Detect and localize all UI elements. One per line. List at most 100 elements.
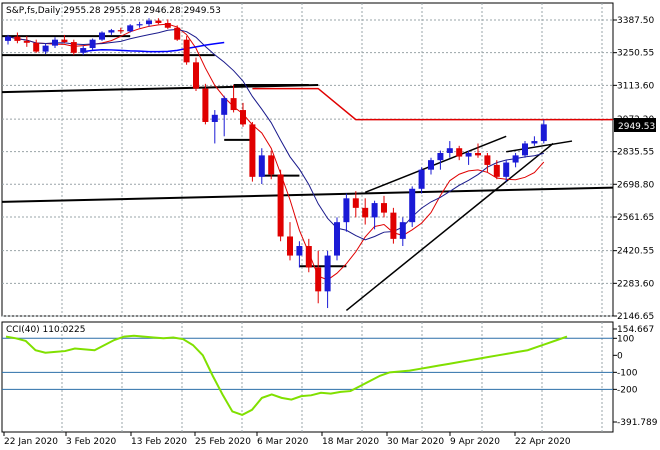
candle-22 — [211, 110, 218, 144]
time-tick-label-7: 9 Apr 2020 — [450, 437, 500, 447]
candle-31 — [296, 241, 303, 268]
candle-body-12 — [117, 30, 124, 32]
candle-body-14 — [136, 24, 143, 26]
candle-39 — [371, 200, 378, 230]
price-axis: 3387.503250.553113.602972.202835.552698.… — [613, 16, 654, 322]
candle-14 — [136, 21, 143, 28]
candle-24 — [230, 85, 237, 113]
price-tick-label-0: 3387.50 — [617, 16, 654, 26]
cci-line — [5, 334, 568, 416]
candle-29 — [277, 169, 284, 242]
trendlines — [1, 35, 614, 312]
time-axis: 22 Jan 2020 3 Feb 2020 13 Feb 2020 25 Feb 2… — [3, 432, 571, 447]
candle-34 — [324, 250, 331, 309]
candle-13 — [127, 24, 134, 33]
candle-44 — [418, 167, 425, 194]
step-line — [252, 87, 613, 121]
candle-body-20 — [193, 62, 199, 89]
candle-25 — [240, 102, 246, 127]
candle-body-35 — [334, 222, 340, 256]
symbol-header: S&P,fs,Daily 2955.28 2955.28 2946.28 294… — [6, 6, 221, 16]
candle-body-1 — [14, 36, 21, 41]
candle-36 — [343, 193, 350, 232]
candle-body-27 — [258, 155, 265, 177]
candle-12 — [117, 27, 124, 34]
candle-49 — [465, 150, 472, 165]
candle-body-42 — [399, 222, 406, 239]
candle-body-22 — [211, 114, 218, 122]
candle-28 — [268, 150, 275, 180]
candle-52 — [493, 160, 500, 180]
candle-body-41 — [390, 212, 397, 239]
price-tick-label-1: 3250.55 — [617, 49, 654, 59]
candle-body-8 — [80, 48, 87, 53]
candle-1 — [14, 32, 21, 44]
candle-body-44 — [418, 169, 425, 189]
candle-27 — [258, 148, 265, 185]
candle-46 — [437, 150, 444, 170]
candle-body-33 — [315, 267, 322, 292]
grid — [2, 3, 613, 432]
candle-body-21 — [202, 88, 209, 122]
ma-navy — [7, 28, 544, 241]
candle-40 — [381, 195, 387, 218]
time-tick-label-4: 6 Mar 2020 — [257, 437, 309, 447]
candle-body-4 — [42, 45, 49, 52]
candle-body-39 — [371, 203, 378, 218]
candle-body-36 — [343, 198, 350, 223]
cci-series — [5, 334, 568, 416]
candle-48 — [456, 145, 463, 161]
candle-6 — [61, 34, 68, 44]
candle-body-6 — [61, 39, 68, 43]
candle-56 — [531, 136, 538, 146]
candle-body-50 — [475, 152, 481, 156]
candle-body-16 — [155, 20, 162, 23]
cci-tick-label-3: -100 — [617, 368, 638, 378]
ma-blue — [83, 41, 225, 53]
current-price-label: 2949.53 — [618, 122, 655, 132]
cci-plot-frame — [1, 321, 614, 433]
candle-body-46 — [437, 152, 444, 161]
candle-body-29 — [277, 174, 284, 237]
candle-body-9 — [89, 39, 96, 49]
time-tick-label-0: 22 Jan 2020 — [4, 437, 58, 447]
price-tick-label-4: 2835.55 — [617, 148, 654, 158]
candle-20 — [193, 57, 199, 91]
trendline-10 — [506, 140, 573, 153]
candle-body-38 — [362, 207, 369, 218]
candle-38 — [362, 198, 369, 225]
candle-15 — [146, 18, 152, 27]
current-price-tag — [614, 118, 656, 132]
candle-35 — [334, 217, 340, 261]
candle-32 — [305, 238, 312, 273]
candle-body-25 — [240, 110, 246, 125]
candle-8 — [80, 45, 87, 56]
candle-42 — [399, 217, 406, 247]
candle-body-7 — [70, 42, 77, 53]
candle-17 — [164, 19, 171, 29]
candle-body-37 — [352, 198, 359, 208]
cci-tick-label-2: 0 — [617, 351, 623, 361]
candle-body-5 — [52, 39, 58, 46]
time-tick-label-5: 18 Mar 2020 — [322, 437, 379, 447]
candle-51 — [484, 152, 491, 173]
candle-7 — [70, 39, 77, 56]
candle-body-18 — [174, 27, 181, 40]
candle-body-32 — [305, 246, 312, 268]
candle-body-55 — [522, 143, 528, 156]
candle-body-26 — [249, 124, 256, 177]
price-tick-label-5: 2698.80 — [617, 180, 654, 190]
candle-47 — [446, 141, 453, 158]
candle-21 — [202, 83, 209, 125]
candle-body-52 — [493, 164, 500, 177]
candle-body-30 — [287, 236, 293, 256]
candle-41 — [390, 207, 397, 244]
candle-body-10 — [99, 32, 105, 40]
candle-37 — [352, 191, 359, 218]
candle-23 — [221, 95, 228, 137]
candle-body-11 — [108, 30, 115, 33]
candle-body-13 — [127, 25, 134, 32]
trendline-8 — [345, 142, 554, 312]
